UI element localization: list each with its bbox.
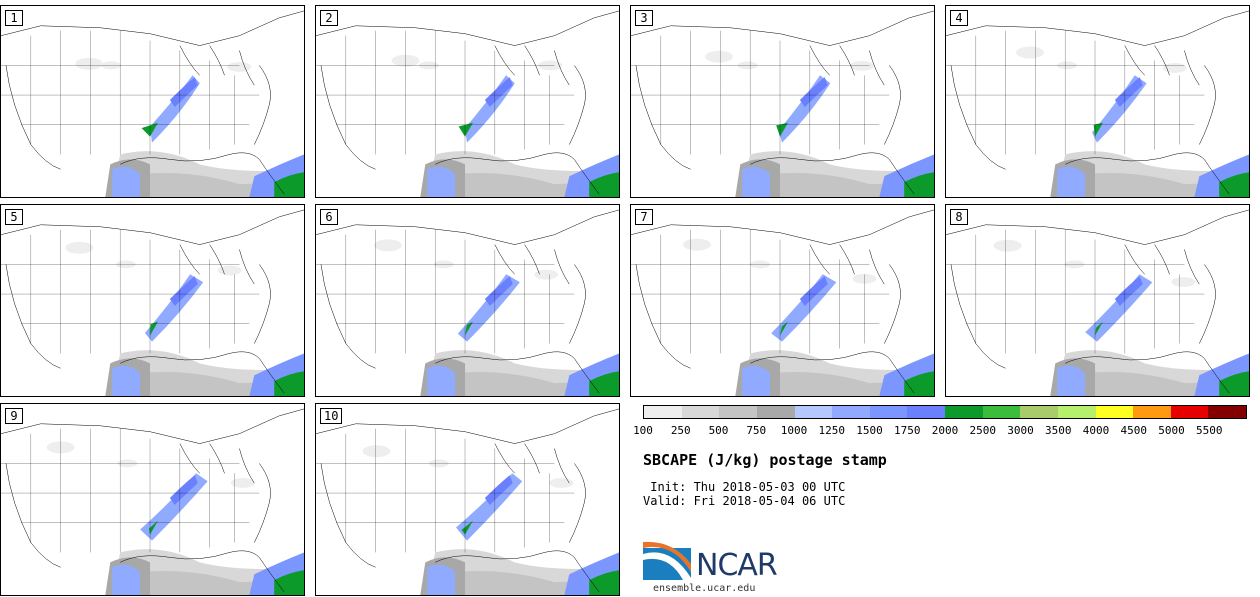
member-number-label: 8 — [950, 209, 968, 225]
colorbar-swatch — [832, 406, 870, 418]
colorbar-swatch — [681, 406, 720, 418]
colorbar-swatch — [644, 406, 682, 418]
colorbar-swatch — [907, 406, 945, 418]
member-number-label: 7 — [635, 209, 653, 225]
ensemble-member-map-6: 6 — [315, 204, 620, 397]
colorbar-swatch — [1133, 406, 1171, 418]
ensemble-member-map-7: 7 — [630, 204, 935, 397]
ensemble-member-map-2: 2 — [315, 5, 620, 198]
ncar-url: ensemble.ucar.edu — [653, 583, 756, 594]
ensemble-member-map-8: 8 — [945, 204, 1250, 397]
colorbar-tick-label: 2000 — [931, 424, 959, 437]
member-number-label: 5 — [5, 209, 23, 225]
member-number-label: 4 — [950, 10, 968, 26]
ensemble-member-map-3: 3 — [630, 5, 935, 198]
colorbar-tick-label: 3500 — [1045, 424, 1072, 437]
member-number-label: 6 — [320, 209, 338, 225]
member-number-label: 2 — [320, 10, 338, 26]
colorbar-swatch — [1020, 406, 1058, 418]
colorbar-swatch — [1208, 406, 1246, 418]
ncar-logo-icon — [643, 541, 691, 580]
colorbar-tick-label: 5000 — [1158, 424, 1185, 437]
member-number-label: 1 — [5, 10, 23, 26]
ensemble-member-map-1: 1 — [0, 5, 305, 198]
colorbar-swatch — [1095, 406, 1134, 418]
colorbar-tick-label: 1000 — [780, 424, 808, 437]
valid-time: Valid: Fri 2018-05-04 06 UTC — [643, 494, 846, 508]
ensemble-member-map-10: 10 — [315, 403, 620, 596]
colorbar-tick-label: 750 — [746, 424, 767, 437]
ensemble-member-map-5: 5 — [0, 204, 305, 397]
ncar-logo-text: NCAR — [696, 548, 778, 583]
colorbar-swatch — [794, 406, 833, 418]
colorbar-tick-label: 1750 — [894, 424, 921, 437]
colorbar-swatch — [1057, 406, 1096, 418]
colorbar-swatch — [719, 406, 757, 418]
colorbar-tick-label: 250 — [670, 424, 691, 437]
colorbar-swatch — [982, 406, 1021, 418]
colorbar-tick-label: 500 — [708, 424, 729, 437]
member-number-label: 9 — [5, 408, 23, 424]
colorbar-swatch — [1170, 406, 1209, 418]
colorbar-tick-label: 4500 — [1120, 424, 1148, 437]
member-number-label: 3 — [635, 10, 653, 26]
ensemble-member-map-4: 4 — [945, 5, 1250, 198]
colorbar-tick-label: 1500 — [856, 424, 883, 437]
colorbar-tick-label: 100 — [633, 424, 653, 437]
ensemble-member-map-9: 9 — [0, 403, 305, 596]
member-number-label: 10 — [320, 408, 343, 424]
colorbar-tick-label: 3000 — [1007, 424, 1034, 437]
plot-title: SBCAPE (J/kg) postage stamp — [643, 451, 887, 469]
colorbar-swatch — [869, 406, 908, 418]
colorbar-tick-label: 1250 — [818, 424, 846, 437]
colorbar-tick-label: 4000 — [1082, 424, 1110, 437]
colorbar-swatch — [945, 406, 983, 418]
colorbar-swatch — [756, 406, 795, 418]
sbcape-colorbar — [643, 405, 1247, 419]
colorbar-tick-label: 2500 — [969, 424, 997, 437]
colorbar-tick-label: 5500 — [1196, 424, 1223, 437]
colorbar-ticks: 100 250 500 750 1000 1250 1500 1750 2000 2500 3000… — [633, 424, 1260, 438]
init-time: Init: Thu 2018-05-03 00 UTC — [643, 480, 846, 494]
